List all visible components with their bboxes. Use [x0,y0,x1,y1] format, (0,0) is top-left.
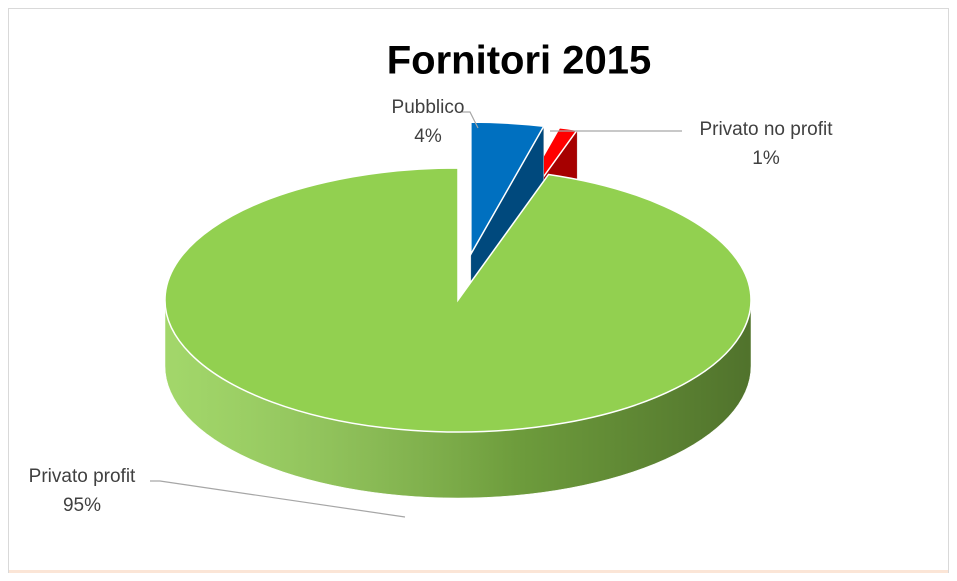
data-label-value: 1% [752,148,780,169]
data-label-value: 95% [63,495,101,516]
slice [164,167,752,433]
data-label-name: Privato no profit [699,119,833,140]
slice [470,121,545,257]
data-label-name: Privato profit [29,466,136,487]
chart-title: Fornitori 2015 [387,39,652,83]
pie [164,121,752,499]
leader-line [150,480,406,518]
data-label-value: 4% [414,126,442,147]
leader-line [462,111,479,129]
frame-bottom [9,570,948,573]
data-label-name: Pubblico [392,97,465,118]
